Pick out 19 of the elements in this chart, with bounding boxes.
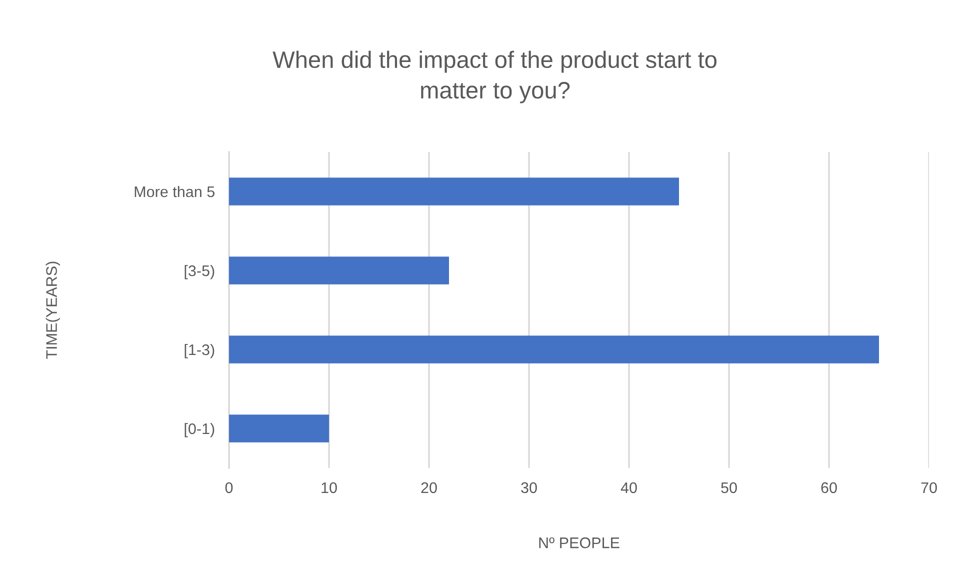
bar [229, 178, 679, 206]
y-tick-label: [3-5) [184, 264, 214, 280]
x-tick-label: 40 [620, 482, 637, 494]
x-tick-label: 50 [721, 482, 737, 494]
y-tick-label: [0-1) [184, 422, 214, 438]
bar [229, 336, 879, 364]
bar [229, 256, 449, 284]
chart-title: When did the impact of the product start to matter to you? [272, 50, 716, 104]
y-axis-title: TIME(YEARS) [46, 262, 60, 359]
x-tick-label: 70 [921, 482, 937, 494]
x-axis-title: Nº PEOPLE [539, 537, 620, 548]
x-tick-label: 10 [322, 482, 337, 494]
x-tick-label: 60 [821, 482, 837, 494]
bar [229, 414, 329, 442]
y-tick-label: [1-3) [184, 344, 214, 358]
x-tick-label: 30 [521, 482, 537, 494]
x-tick-label: 20 [421, 482, 437, 494]
x-tick-label: 0 [225, 482, 233, 494]
y-tick-label: More than 5 [134, 186, 214, 198]
